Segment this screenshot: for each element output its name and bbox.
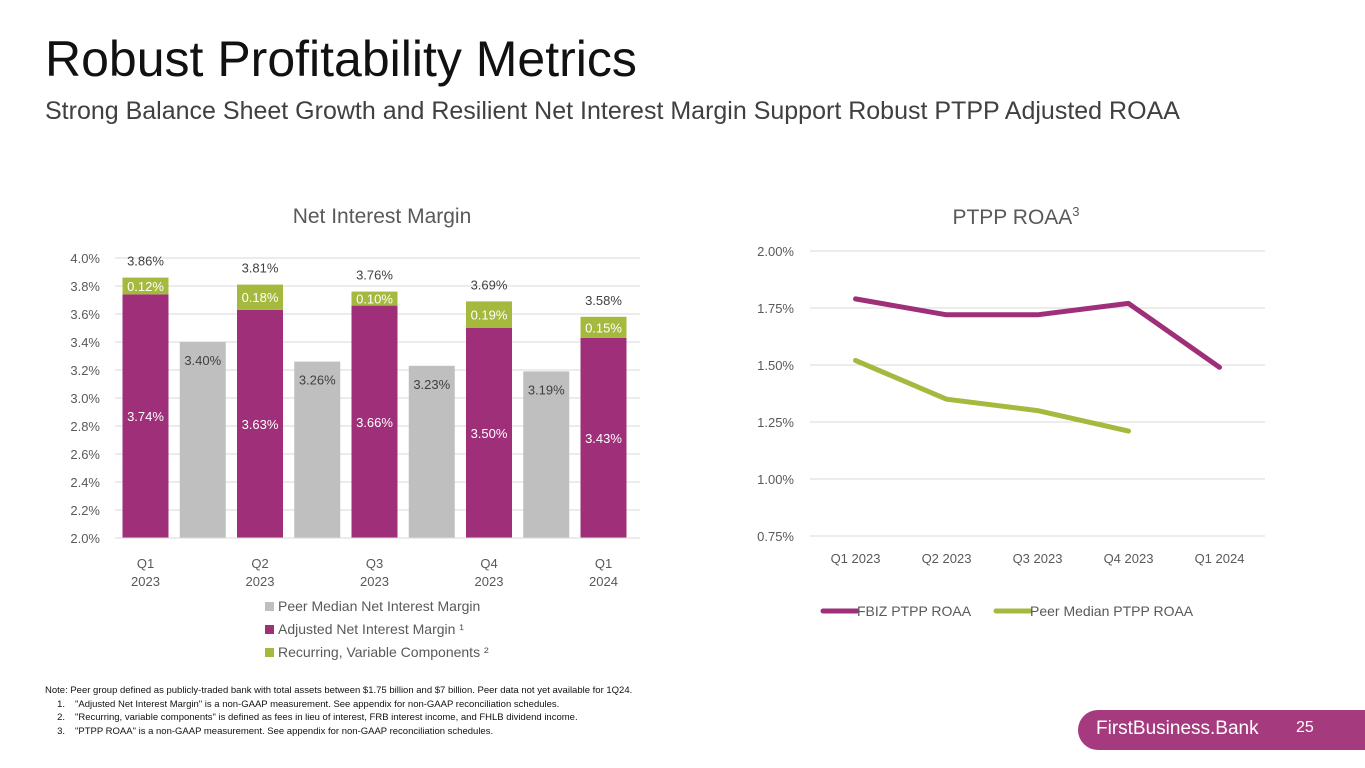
peer-roaa-line (853, 357, 1131, 434)
legend-label: Adjusted Net Interest Margin ¹ (278, 621, 464, 637)
footnotes: Note: Peer group defined as publicly-tra… (45, 684, 1045, 738)
x-tick-label: Q1 2023 (831, 551, 881, 566)
x-tick-label: Q1 2023 (131, 556, 160, 589)
recurring-components-bar (580, 316, 627, 338)
adjusted-nim-bar (466, 328, 512, 538)
y-tick-label: 0.75% (757, 529, 794, 544)
x-tick-label: Q1 2024 (1195, 551, 1245, 566)
y-tick-label: 1.50% (757, 358, 794, 373)
total-nim-label: 3.86% (127, 254, 164, 269)
adjusted-nim-bar (580, 337, 627, 538)
adjusted-nim-label: 3.50% (471, 426, 508, 441)
x-tick-label: Q2 2023 (246, 556, 275, 589)
legend-swatch (265, 625, 274, 634)
y-tick-label: 3.4% (70, 335, 100, 350)
y-tick-label: 3.6% (70, 307, 100, 322)
legend-swatch (265, 602, 274, 611)
y-tick-label: 3.2% (70, 363, 100, 378)
y-tick-label: 2.8% (70, 419, 100, 434)
y-tick-label: 1.75% (757, 301, 794, 316)
footnote-1: 1. "Adjusted Net Interest Margin" is a n… (45, 698, 1045, 712)
x-tick-label: Q4 2023 (475, 556, 504, 589)
y-tick-label: 2.6% (70, 447, 100, 462)
footnote-text: "Adjusted Net Interest Margin" is a non-… (75, 698, 560, 710)
total-nim-label: 3.69% (471, 277, 508, 292)
footnote-text: "PTPP ROAA" is a non-GAAP measurement. S… (75, 725, 494, 737)
recurring-components-label: 0.12% (127, 279, 164, 294)
legend-label: Peer Median Net Interest Margin (278, 598, 480, 614)
page-title: Robust Profitability Metrics (45, 31, 637, 87)
footnote-number: 3. (57, 725, 65, 737)
footnote-3: 3. "PTPP ROAA" is a non-GAAP measurement… (45, 725, 1045, 739)
recurring-components-bar (237, 284, 283, 310)
recurring-components-label: 0.10% (356, 292, 393, 307)
y-tick-label: 2.0% (70, 531, 100, 546)
y-tick-label: 2.2% (70, 503, 100, 518)
adjusted-nim-label: 3.66% (356, 415, 393, 430)
x-tick-label: Q4 2023 (1104, 551, 1154, 566)
recurring-components-label: 0.19% (471, 308, 508, 323)
x-tick-label: Q2 2023 (922, 551, 972, 566)
brand-logo-text: FirstBusiness.Bank (1096, 718, 1259, 739)
adjusted-nim-label: 3.63% (242, 417, 279, 432)
recurring-components-bar (122, 277, 169, 295)
y-tick-label: 2.4% (70, 475, 100, 490)
roaa-chart: PTPP ROAA3 2.00% 1.75% 1.50% 1.25% 1.00% 0.75… (757, 204, 1265, 619)
peer-nim-bar (523, 371, 570, 538)
recurring-components-bar (466, 301, 512, 328)
recurring-components-bar (351, 291, 398, 306)
y-tick-label: 4.0% (70, 251, 100, 266)
peer-nim-label: 3.19% (528, 382, 565, 397)
total-nim-label: 3.58% (585, 293, 622, 308)
x-tick-label: Q3 2023 (1013, 551, 1063, 566)
nim-chart: Net Interest Margin 4.0% 3.8% 3.6% 3.4% 3.2%… (70, 205, 640, 660)
peer-nim-label: 3.26% (299, 373, 336, 388)
peer-nim-bar (179, 342, 226, 538)
adjusted-nim-label: 3.74% (127, 409, 164, 424)
y-tick-label: 3.8% (70, 279, 100, 294)
page-subtitle: Strong Balance Sheet Growth and Resilien… (45, 97, 1180, 125)
recurring-components-label: 0.18% (242, 290, 279, 305)
footnote-number: 1. (57, 698, 65, 710)
peer-nim-label: 3.23% (413, 377, 450, 392)
y-tick-label: 1.25% (757, 415, 794, 430)
footer-brand-bar (1078, 710, 1365, 750)
legend-swatch (265, 648, 274, 657)
adjusted-nim-bar (351, 305, 398, 538)
nim-chart-title: Net Interest Margin (293, 205, 472, 228)
recurring-components-label: 0.15% (585, 320, 622, 335)
total-nim-label: 3.76% (356, 268, 393, 283)
y-tick-label: 1.00% (757, 472, 794, 487)
total-nim-label: 3.81% (242, 261, 279, 276)
legend-label: Recurring, Variable Components ² (278, 644, 489, 660)
x-tick-label: Q1 2024 (589, 556, 618, 589)
adjusted-nim-bar (122, 294, 169, 538)
page-number: 25 (1296, 719, 1314, 736)
note-main: Note: Peer group defined as publicly-tra… (45, 685, 633, 696)
adjusted-nim-bar (237, 309, 283, 538)
y-tick-label: 3.0% (70, 391, 100, 406)
fbiz-roaa-line (853, 296, 1222, 370)
legend-label: Peer Median PTPP ROAA (1030, 603, 1194, 619)
y-tick-label: 2.00% (757, 244, 794, 259)
roaa-chart-title: PTPP ROAA3 (952, 204, 1079, 229)
peer-nim-bar (294, 361, 341, 538)
peer-nim-label: 3.40% (184, 353, 221, 368)
footnote-number: 2. (57, 712, 65, 724)
adjusted-nim-label: 3.43% (585, 431, 622, 446)
peer-nim-bar (408, 365, 455, 538)
legend-label: FBIZ PTPP ROAA (857, 603, 972, 619)
footnote-text: "Recurring, variable components" is defi… (75, 712, 578, 724)
footnote-2: 2. "Recurring, variable components" is d… (45, 711, 1045, 725)
x-tick-label: Q3 2023 (360, 556, 389, 589)
